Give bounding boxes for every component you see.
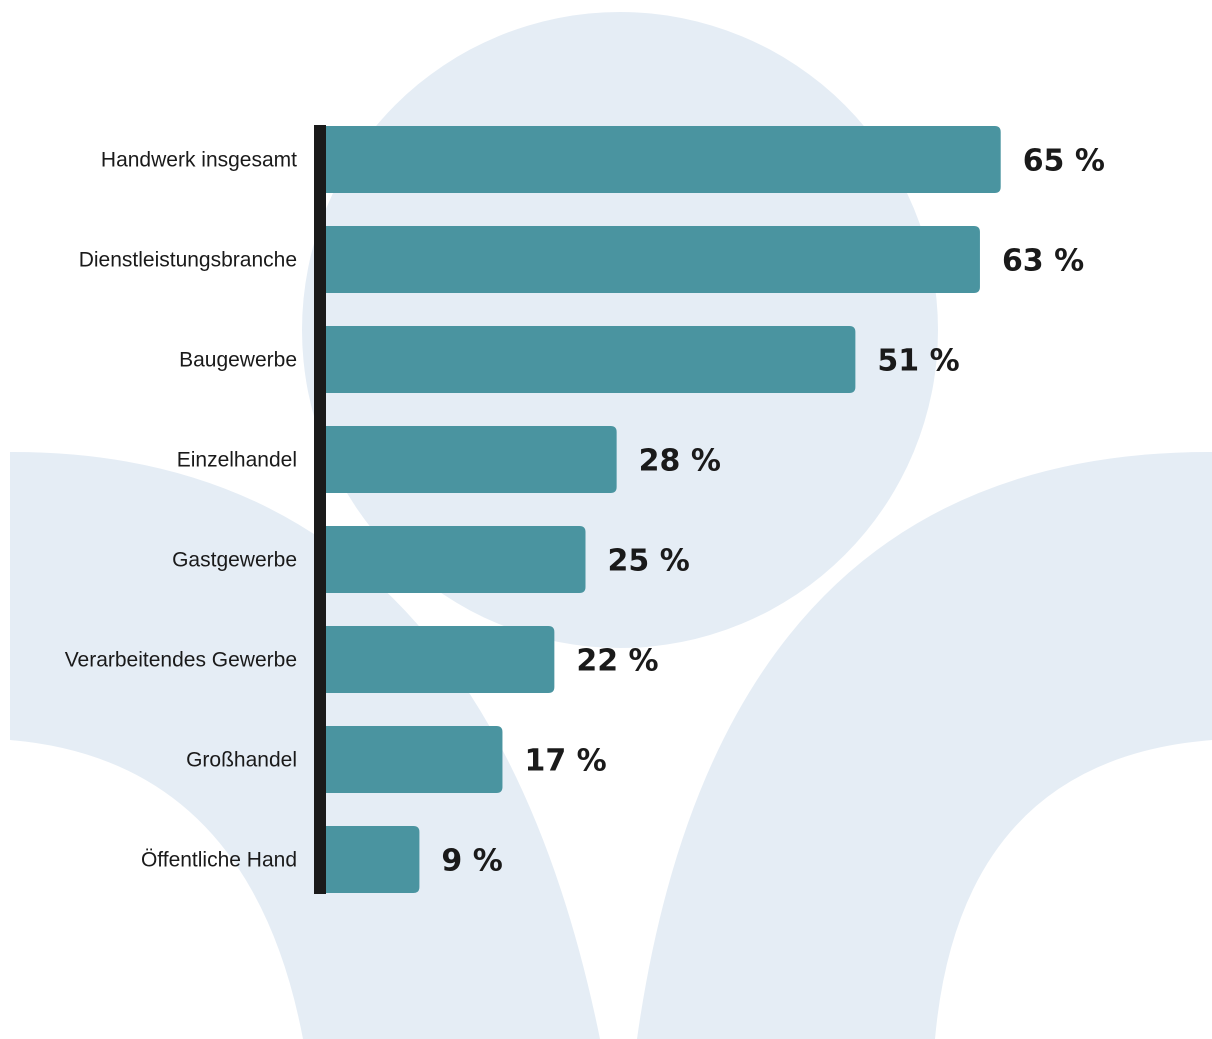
category-label: Öffentliche Hand [141,849,297,872]
value-labels: 65 % 63 % 51 % 28 % 25 % 22 % 17 % 9 % [441,144,1105,879]
category-label: Handwerk insgesamt [101,149,297,172]
bar [326,826,420,893]
data-label: 17 % [524,744,606,779]
data-label: 65 % [1023,144,1105,179]
bar [326,326,856,393]
data-label: 63 % [1002,244,1084,279]
y-axis-line [314,125,326,894]
bar [326,726,503,793]
data-label: 25 % [608,544,690,579]
category-label: Großhandel [186,749,297,772]
bar [326,226,980,293]
category-label: Dienstleistungsbranche [79,249,297,272]
background-arch-left [10,451,600,1039]
data-label: 9 % [441,844,502,879]
category-label: Gastgewerbe [172,549,297,572]
bars-group [326,126,1001,893]
bar [326,526,586,593]
data-label: 51 % [877,344,959,379]
bar [326,426,617,493]
category-labels: Handwerk insgesamt Dienstleistungsbranche… [65,149,297,872]
category-label: Verarbeitendes Gewerbe [65,649,297,672]
background-arch-right [637,451,1212,1039]
data-label: 28 % [639,444,721,479]
bar [326,126,1001,193]
category-label: Baugewerbe [179,349,297,372]
bar [326,626,555,693]
category-label: Einzelhandel [177,449,297,472]
data-label: 22 % [576,644,658,679]
